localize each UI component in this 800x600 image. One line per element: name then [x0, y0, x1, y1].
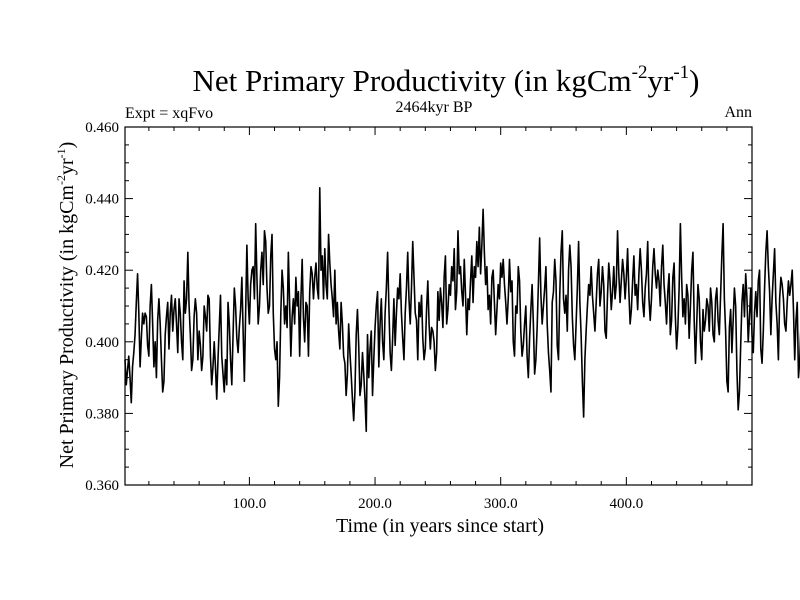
- data-series: [124, 187, 800, 433]
- season-label: Ann: [724, 104, 752, 121]
- axis-ticks: [125, 126, 752, 486]
- axis-tick-labels: 0.360 0.380 0.400 0.420 0.440 0.460 100.0 200.0…: [85, 120, 643, 512]
- chart-title-end: ): [689, 63, 699, 98]
- y-axis-label-mid: yr: [56, 158, 78, 175]
- x-axis-label: Time (in years since start): [336, 515, 544, 537]
- chart-subtitle: 2464kyr BP: [396, 99, 473, 116]
- chart-title-sup1: -2: [632, 62, 648, 83]
- x-tick-label: 200.0: [358, 496, 392, 512]
- y-tick-label: 0.360: [85, 478, 119, 494]
- x-tick-label: 100.0: [233, 496, 267, 512]
- x-tick-label: 400.0: [609, 496, 643, 512]
- chart-title-mid: yr: [647, 63, 674, 98]
- y-axis-label-main: Net Primary Productivity (in kgCm: [56, 185, 78, 469]
- chart-title-sup2: -1: [673, 62, 689, 83]
- series-line-1: [124, 187, 800, 433]
- y-axis-label-sup2: -1: [54, 148, 68, 158]
- chart-title-main: Net Primary Productivity (in kgCm: [193, 63, 632, 98]
- chart-title: Net Primary Productivity (in kgCm-2yr-1): [193, 62, 700, 98]
- y-tick-label: 0.420: [85, 263, 119, 279]
- x-tick-label: 300.0: [484, 496, 518, 512]
- y-tick-label: 0.440: [85, 192, 119, 208]
- y-axis-label-sup1: -2: [54, 175, 68, 185]
- y-tick-label: 0.380: [85, 406, 119, 422]
- y-axis-label-end: ): [56, 142, 78, 149]
- y-tick-label: 0.460: [85, 120, 119, 136]
- y-tick-label: 0.400: [85, 335, 119, 351]
- y-axis-label: Net Primary Productivity (in kgCm-2yr-1): [54, 142, 78, 469]
- experiment-label: Expt = xqFvo: [125, 105, 213, 122]
